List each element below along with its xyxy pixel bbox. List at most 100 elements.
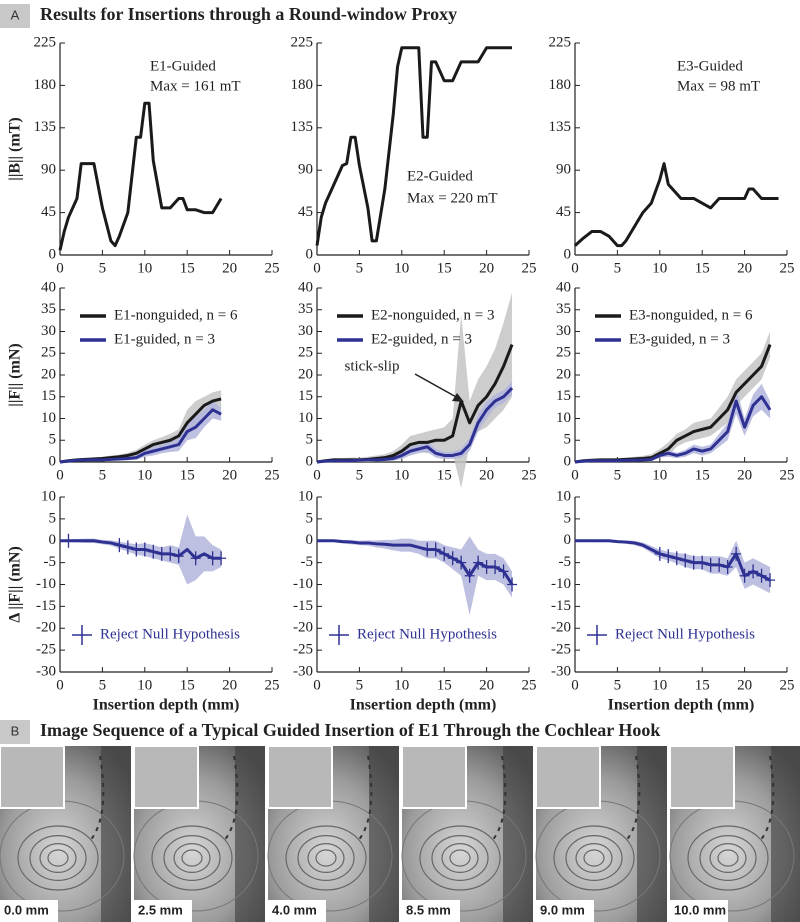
cochlea-turn [441, 842, 479, 873]
x-tick-label: 0 [313, 677, 321, 693]
significance-marker [765, 573, 776, 588]
y-tick-label: -15 [36, 598, 56, 614]
image-caption: 9.0 mm [540, 902, 585, 917]
y-tick-label: 40 [298, 279, 313, 295]
caption-box [402, 900, 460, 922]
y-tick-label: 0 [49, 532, 57, 548]
significance-marker [464, 568, 475, 583]
x-tick-label: 25 [265, 677, 280, 693]
panel-label-box [0, 4, 30, 28]
x-tick-label: 25 [265, 467, 280, 483]
cochlea-turn [315, 849, 337, 867]
y-tick-label: 90 [556, 162, 571, 178]
legend-label: E3-nonguided, n = 6 [629, 307, 753, 323]
x-tick-label: 20 [479, 677, 494, 693]
significance-marker [663, 549, 674, 564]
y-tick-label: 180 [34, 77, 57, 93]
x-tick-label: 5 [356, 467, 364, 483]
annotation-arrowhead [452, 393, 464, 402]
y-tick-label: -5 [559, 554, 572, 570]
x-tick-label: 5 [614, 467, 622, 483]
x-tick-label: 15 [437, 467, 452, 483]
electrode [759, 755, 775, 842]
significance-marker [63, 533, 74, 548]
electrode [491, 755, 507, 842]
y-tick-label: 10 [41, 488, 56, 504]
y-tick-label: 90 [298, 162, 313, 178]
panel-title: Results for Insertions through a Round-w… [40, 4, 457, 24]
significance-marker [439, 546, 450, 561]
y-tick-label: 35 [41, 301, 56, 317]
legend-label: E1-nonguided, n = 6 [114, 307, 238, 323]
significance-marker [731, 546, 742, 561]
significance-marker [165, 546, 176, 561]
significance-marker [173, 549, 184, 564]
y-tick-label: 10 [556, 488, 571, 504]
x-tick-label: 5 [614, 677, 622, 693]
inset [401, 745, 467, 809]
y-tick-label: -15 [551, 598, 571, 614]
y-tick-label: 10 [298, 488, 313, 504]
legend-label: E2-guided, n = 3 [371, 331, 472, 347]
cochlea-turn [709, 842, 747, 873]
significance-marker [498, 564, 509, 579]
y-tick-label: 135 [34, 119, 57, 135]
x-tick-label: 15 [180, 260, 195, 276]
y-tick-label: 5 [564, 432, 572, 448]
electrode [89, 755, 105, 842]
y-tick-label: -30 [293, 663, 313, 679]
cochlea-turn [687, 825, 769, 891]
cochlea-turn [431, 834, 489, 881]
significance-marker [507, 577, 518, 592]
x-tick-label: 10 [137, 260, 152, 276]
panel-label-box [0, 720, 30, 744]
x-tick-label: 25 [780, 260, 795, 276]
y-tick-label: 45 [41, 204, 56, 220]
y-tick-label: 25 [41, 345, 56, 361]
y-tick-label: 225 [549, 34, 572, 50]
x-axis-label: Insertion depth (mm) [93, 697, 240, 714]
error-band [575, 331, 771, 462]
x-axis-label: Insertion depth (mm) [608, 697, 755, 714]
x-tick-label: 0 [571, 677, 579, 693]
error-band [575, 383, 771, 462]
y-tick-label: 0 [49, 246, 57, 262]
y-tick-label: 30 [556, 323, 571, 339]
y-tick-label: -30 [36, 663, 56, 679]
x-tick-label: 20 [222, 467, 237, 483]
y-tick-label: 15 [41, 388, 56, 404]
legend-swatch [329, 625, 349, 645]
significance-marker [671, 551, 682, 566]
image-shadow [503, 746, 533, 922]
cochlea-turn [285, 825, 367, 891]
annotation: Max = 161 mT [150, 78, 241, 94]
cochlea-turn [181, 849, 203, 867]
legend-label: Reject Null Hypothesis [615, 626, 755, 642]
significance-marker [756, 568, 767, 583]
x-tick-label: 5 [356, 260, 364, 276]
significance-marker [131, 542, 142, 557]
legend-label: E1-guided, n = 3 [114, 331, 215, 347]
x-tick-label: 10 [394, 677, 409, 693]
cochlea-turn [449, 849, 471, 867]
significance-marker [739, 568, 750, 583]
x-tick-label: 20 [479, 260, 494, 276]
image-shadow [637, 746, 667, 922]
y-tick-label: 0 [564, 532, 572, 548]
significance-marker [207, 551, 218, 566]
cochlea-turn [173, 842, 211, 873]
y-tick-label: 10 [41, 410, 56, 426]
electrode [625, 755, 641, 842]
x-tick-label: 10 [652, 260, 667, 276]
image-shadow [771, 746, 800, 922]
error-band [317, 381, 513, 462]
data-line [317, 539, 514, 586]
y-tick-label: -25 [293, 642, 313, 658]
panel-label: A [11, 7, 20, 22]
cochlea-turn [717, 849, 739, 867]
data-line [58, 101, 223, 251]
x-tick-label: 10 [652, 677, 667, 693]
legend-label: E2-nonguided, n = 3 [371, 307, 494, 323]
inset [669, 745, 735, 809]
error-band [60, 401, 222, 462]
